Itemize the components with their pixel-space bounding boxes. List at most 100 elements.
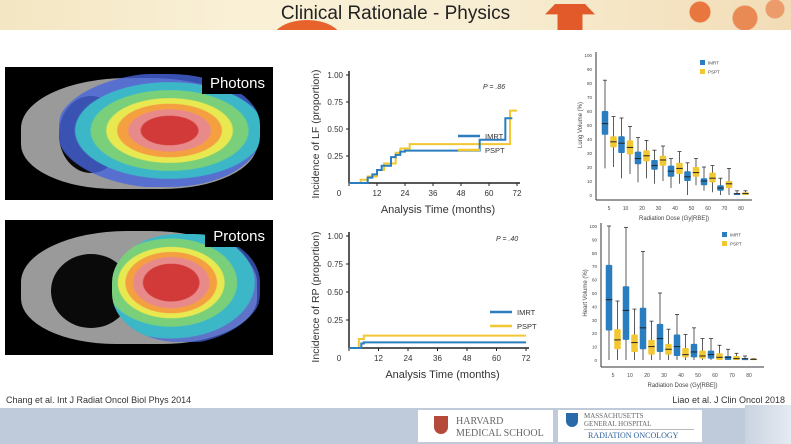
right-citation: Liao et al. J Clin Oncol 2018 (672, 395, 785, 405)
y-tick-label: 0.25 (327, 152, 343, 161)
building-decoration (745, 405, 791, 444)
box-pspt (733, 355, 740, 360)
x-tick-label: 36 (429, 189, 438, 198)
y-axis-title: Heart Volume (%) (583, 269, 589, 316)
x-tick-label: 80 (746, 373, 752, 379)
box-imrt (684, 171, 691, 181)
box-pspt (725, 181, 733, 188)
box-imrt (634, 151, 642, 165)
x-tick-label: 40 (672, 206, 678, 212)
harvard-shield-icon (434, 416, 448, 434)
x-tick-label: 12 (373, 189, 382, 198)
mgh-logo-line2: GENERAL HOSPITAL (584, 420, 652, 428)
y-tick-label: 20 (587, 165, 593, 170)
x-tick-label: 72 (513, 189, 522, 198)
y-tick-label: 80 (592, 251, 598, 256)
y-tick-label: 70 (592, 264, 598, 269)
y-tick-label: 0 (594, 358, 597, 363)
box-imrt (622, 286, 630, 340)
left-citation: Chang et al. Int J Radiat Oncol Biol Phy… (6, 395, 192, 405)
x-tick-label: 30 (656, 206, 662, 212)
box-imrt (690, 343, 698, 358)
y-tick-label: 40 (592, 304, 598, 309)
ct-image-protons: Protons (5, 220, 273, 355)
legend-label: IMRT (730, 233, 741, 238)
km-curve-imrt (349, 341, 526, 349)
legend-label: PSPT (730, 242, 742, 247)
x-tick-label: 24 (401, 189, 410, 198)
y-tick-label: 50 (592, 291, 598, 296)
x-tick-label: 36 (433, 354, 442, 363)
y-tick-label: 0.25 (327, 316, 343, 325)
title-banner (0, 0, 791, 30)
x-tick-label: 0 (337, 354, 342, 363)
x-tick-label: 50 (695, 373, 701, 379)
y-tick-label: 10 (592, 345, 598, 350)
mgh-logo-line3: RADIATION ONCOLOGY (588, 431, 679, 440)
legend-label: PSPT (708, 70, 720, 75)
box-pspt (631, 334, 638, 352)
box-imrt (601, 111, 609, 135)
x-axis-title: Radiation Dose (Gy[RBE]) (639, 216, 709, 222)
box-pspt (614, 329, 621, 350)
box-pspt (692, 167, 700, 177)
harvard-logo: HARVARD MEDICAL SCHOOL (418, 410, 553, 442)
legend-label: IMRT (485, 132, 504, 141)
x-axis-title: Radiation Dose (Gy[RBE]) (647, 383, 717, 389)
slide-title: Clinical Rationale - Physics (280, 3, 511, 24)
y-tick-label: 0 (589, 193, 592, 198)
banner-sun-decoration (272, 20, 342, 30)
x-tick-label: 0 (337, 189, 342, 198)
p-value-annotation: P = .86 (483, 84, 505, 91)
p-value-annotation: P = .40 (496, 236, 518, 243)
box-imrt (618, 136, 625, 153)
y-tick-label: 0.75 (327, 98, 343, 107)
x-tick-label: 60 (712, 373, 718, 379)
legend-swatch-pspt (722, 241, 727, 246)
x-tick-label: 20 (644, 373, 650, 379)
y-tick-label: 60 (592, 278, 598, 283)
box-imrt (656, 323, 664, 352)
image-label-protons: Protons (205, 226, 273, 247)
legend-label: PSPT (517, 322, 537, 331)
x-tick-label: 60 (485, 189, 494, 198)
y-axis-title: Incidence of LF (proportion) (310, 70, 322, 199)
x-tick-label: 20 (639, 206, 645, 212)
y-tick-label: 40 (587, 137, 593, 142)
x-tick-label: 5 (612, 373, 615, 379)
box-imrt (651, 160, 658, 170)
x-tick-label: 12 (374, 354, 383, 363)
y-tick-label: 0.50 (327, 125, 343, 134)
x-tick-label: 48 (463, 354, 472, 363)
legend-label: IMRT (708, 61, 719, 66)
box-pspt (648, 339, 655, 355)
box-imrt (673, 334, 681, 356)
legend-swatch-imrt (722, 232, 727, 237)
x-tick-label: 70 (722, 206, 728, 212)
y-tick-label: 20 (592, 331, 598, 336)
image-label-photons: Photons (201, 73, 273, 94)
x-tick-label: 60 (492, 354, 501, 363)
y-axis-title: Incidence of RP (proportion) (310, 231, 322, 362)
legend-label: PSPT (485, 146, 505, 155)
box-pspt (682, 347, 689, 358)
y-tick-label: 90 (587, 67, 593, 72)
y-tick-label: 50 (587, 123, 593, 128)
box-imrt (639, 307, 647, 350)
km-curve-imrt (349, 117, 513, 184)
legend-swatch-pspt (700, 69, 705, 74)
harvard-logo-line1: HARVARD (456, 416, 504, 427)
y-tick-label: 100 (584, 53, 592, 58)
y-tick-label: 1.00 (327, 71, 343, 80)
box-imrt (605, 264, 613, 331)
x-tick-label: 5 (608, 206, 611, 212)
box-imrt (700, 178, 708, 186)
y-tick-label: 60 (587, 109, 593, 114)
box-imrt (724, 355, 732, 360)
legend-label: IMRT (517, 308, 536, 317)
y-tick-label: 90 (592, 237, 598, 242)
x-tick-label: 30 (661, 373, 667, 379)
banner-blossom-decoration (640, 0, 790, 30)
x-tick-label: 40 (678, 373, 684, 379)
